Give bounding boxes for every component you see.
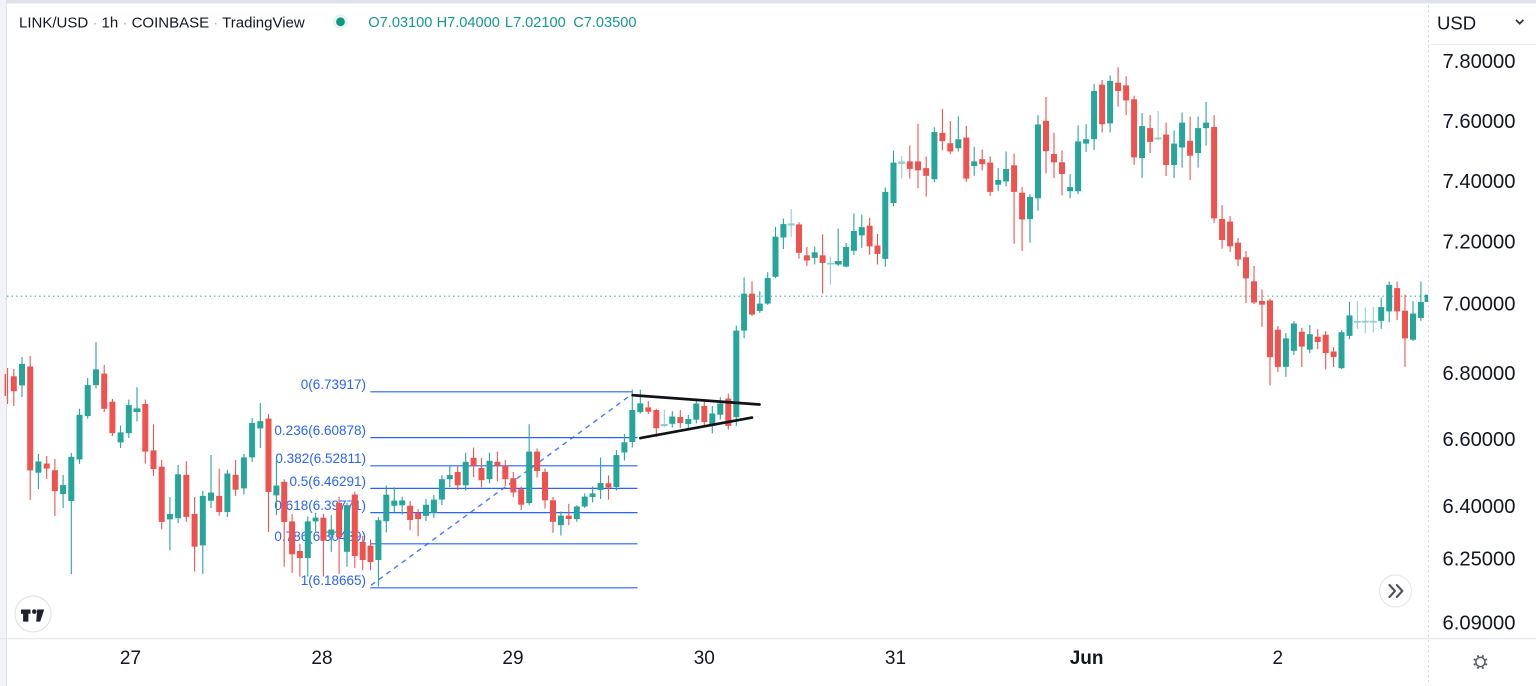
svg-text:1(6.18665): 1(6.18665) bbox=[301, 573, 366, 588]
svg-text:7.20000: 7.20000 bbox=[1443, 232, 1516, 254]
svg-text:6.25000: 6.25000 bbox=[1443, 549, 1516, 571]
svg-text:6.60000: 6.60000 bbox=[1443, 429, 1516, 451]
svg-text:C7.03500: C7.03500 bbox=[573, 15, 636, 31]
svg-text:7.00000: 7.00000 bbox=[1443, 294, 1516, 316]
svg-text:28: 28 bbox=[311, 648, 332, 669]
svg-text:LINK/USD · 1h · COINBASE · Tra: LINK/USD · 1h · COINBASE · TradingView bbox=[19, 14, 305, 31]
svg-text:0(6.73917): 0(6.73917) bbox=[301, 377, 366, 392]
svg-text:L7.02100: L7.02100 bbox=[505, 15, 566, 31]
svg-text:6.80000: 6.80000 bbox=[1443, 363, 1516, 385]
svg-text:O7.03100: O7.03100 bbox=[368, 15, 432, 31]
svg-text:7.40000: 7.40000 bbox=[1443, 171, 1516, 193]
svg-text:6.09000: 6.09000 bbox=[1443, 612, 1516, 634]
svg-text:2: 2 bbox=[1273, 648, 1284, 669]
svg-text:H7.04000: H7.04000 bbox=[437, 15, 500, 31]
svg-text:29: 29 bbox=[502, 648, 523, 669]
svg-text:7.60000: 7.60000 bbox=[1443, 111, 1516, 133]
svg-text:31: 31 bbox=[885, 648, 906, 669]
svg-text:30: 30 bbox=[694, 648, 715, 669]
svg-text:6.40000: 6.40000 bbox=[1443, 496, 1516, 518]
svg-text:0.236(6.60878): 0.236(6.60878) bbox=[274, 423, 366, 438]
svg-text:USD: USD bbox=[1437, 13, 1476, 34]
svg-text:7.80000: 7.80000 bbox=[1443, 51, 1516, 73]
svg-text:0.786(6.30489): 0.786(6.30489) bbox=[274, 529, 366, 544]
svg-text:27: 27 bbox=[120, 648, 141, 669]
svg-text:Jun: Jun bbox=[1070, 648, 1104, 669]
svg-text:0.5(6.46291): 0.5(6.46291) bbox=[289, 474, 366, 489]
svg-text:0.618(6.39771): 0.618(6.39771) bbox=[274, 498, 366, 513]
svg-text:0.382(6.52811): 0.382(6.52811) bbox=[275, 451, 366, 466]
